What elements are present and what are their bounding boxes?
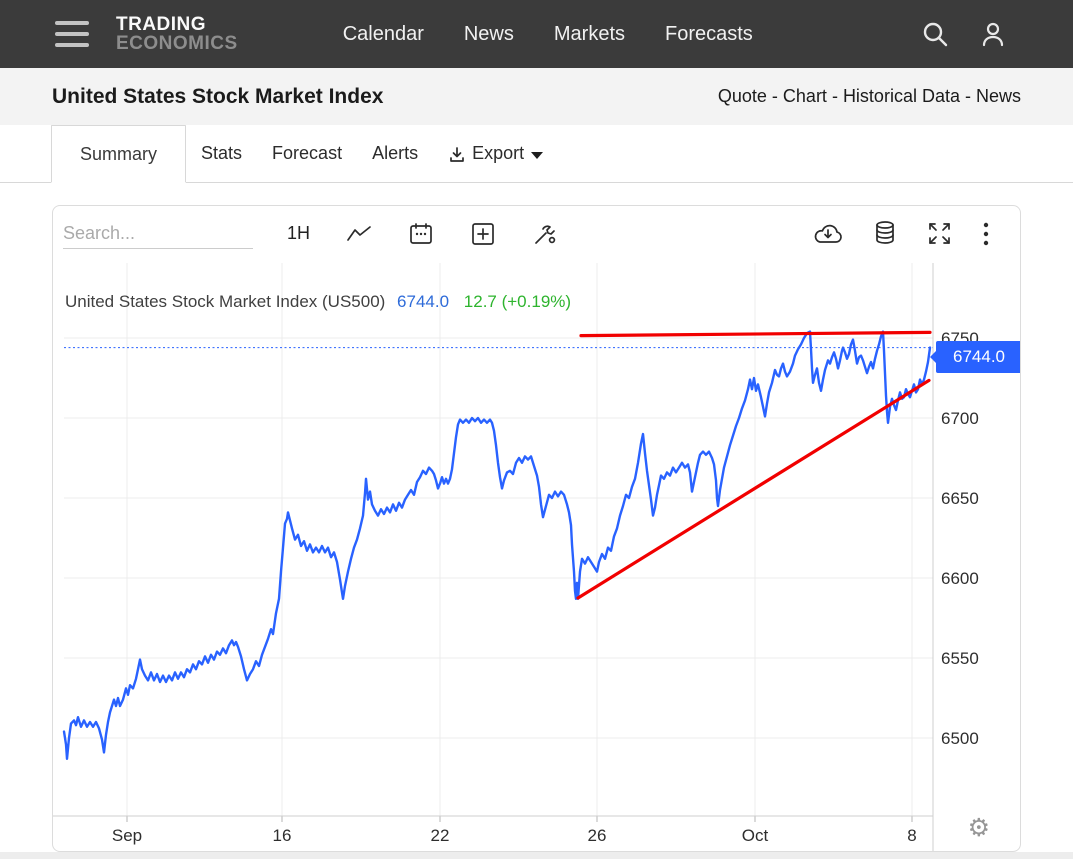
tab-forecast-label: Forecast bbox=[272, 143, 343, 163]
nav-item-forecasts[interactable]: Forecasts bbox=[665, 22, 753, 45]
link-chart[interactable]: Chart bbox=[782, 86, 827, 106]
link-historical-data[interactable]: Historical Data bbox=[842, 86, 960, 106]
link-quote[interactable]: Quote bbox=[717, 86, 767, 106]
chart-toolbar: 1H bbox=[53, 206, 1020, 261]
tab-forecast[interactable]: Forecast bbox=[257, 125, 358, 183]
nav-item-markets[interactable]: Markets bbox=[553, 22, 625, 45]
cloud-download-icon[interactable] bbox=[812, 222, 844, 246]
legend-change: 12.7 (+0.19%) bbox=[463, 292, 572, 311]
separator: - bbox=[766, 86, 783, 106]
trading-economics-logo[interactable]: TRADING ECONOMICS bbox=[116, 15, 238, 53]
tab-summary[interactable]: Summary bbox=[51, 125, 187, 183]
trendline-support[interactable] bbox=[576, 378, 931, 600]
symbol-search-input[interactable] bbox=[63, 218, 253, 249]
tab-stats[interactable]: Stats bbox=[186, 125, 258, 183]
y-axis-label: 6700 bbox=[941, 409, 979, 428]
trendline-resistance[interactable] bbox=[579, 330, 932, 338]
user-icon[interactable] bbox=[979, 20, 1007, 48]
calendar-icon[interactable] bbox=[408, 221, 434, 247]
chart-card: 1H bbox=[52, 205, 1021, 852]
navbar-icons bbox=[921, 20, 1007, 48]
nav-item-calendar[interactable]: Calendar bbox=[342, 22, 424, 45]
separator: - bbox=[959, 86, 976, 106]
top-navbar: TRADING ECONOMICS Calendar News Markets … bbox=[0, 0, 1073, 68]
page-bottom-strip bbox=[0, 852, 1073, 859]
tab-fill bbox=[558, 125, 1073, 183]
download-icon bbox=[450, 146, 464, 162]
tab-summary-label: Summary bbox=[80, 143, 158, 164]
tab-stats-label: Stats bbox=[201, 143, 243, 163]
page-title: United States Stock Market Index bbox=[52, 84, 384, 108]
tab-bar: Summary Stats Forecast Alerts Export bbox=[0, 125, 1073, 183]
tab-alerts[interactable]: Alerts bbox=[357, 125, 434, 183]
compare-plus-icon[interactable] bbox=[470, 221, 496, 247]
current-price-value: 6744.0 bbox=[953, 347, 1005, 366]
interval-button[interactable]: 1H bbox=[287, 223, 311, 243]
caret-down-icon bbox=[531, 151, 544, 159]
quote-nav: Quote - Chart - Historical Data - News bbox=[718, 86, 1021, 107]
price-series-line bbox=[62, 330, 932, 760]
export-button[interactable]: Export bbox=[433, 125, 559, 183]
export-label: Export bbox=[472, 143, 525, 163]
database-icon[interactable] bbox=[873, 220, 897, 247]
current-price-tag: 6744.0 bbox=[930, 341, 1020, 373]
chart-legend: United States Stock Market Index (US500)… bbox=[65, 292, 571, 312]
main-nav: Calendar News Markets Forecasts bbox=[343, 23, 753, 46]
tab-lead-spacer bbox=[0, 125, 51, 183]
y-axis-label: 6550 bbox=[941, 649, 979, 668]
x-axis-label: Sep bbox=[112, 826, 142, 845]
x-axis-label: 16 bbox=[273, 826, 292, 845]
chart-toolbar-right bbox=[812, 220, 990, 248]
legend-series-name: United States Stock Market Index (US500) bbox=[65, 292, 386, 311]
tools-wrench-icon[interactable] bbox=[532, 221, 558, 247]
logo-line2: ECONOMICS bbox=[116, 33, 238, 54]
kebab-menu-icon[interactable] bbox=[982, 220, 990, 248]
y-axis-label: 6650 bbox=[941, 489, 979, 508]
logo-line1: TRADING bbox=[116, 14, 207, 35]
y-axis-label: 6500 bbox=[941, 729, 979, 748]
hamburger-menu-icon[interactable] bbox=[55, 14, 89, 54]
x-axis-label: 22 bbox=[431, 826, 450, 845]
tab-alerts-label: Alerts bbox=[372, 143, 419, 163]
x-axis-label: 8 bbox=[907, 826, 916, 845]
fullscreen-icon[interactable] bbox=[926, 220, 953, 247]
x-axis-label: 26 bbox=[588, 826, 607, 845]
line-style-icon[interactable] bbox=[346, 224, 372, 244]
symbol-search bbox=[63, 218, 253, 249]
link-news[interactable]: News bbox=[975, 86, 1021, 106]
legend-last-price: 6744.0 bbox=[397, 292, 450, 311]
x-axis-label: Oct bbox=[742, 826, 769, 845]
page-title-bar: United States Stock Market Index Quote -… bbox=[0, 68, 1073, 125]
axis-settings-gear-icon[interactable]: ⚙ bbox=[967, 814, 990, 842]
nav-item-news[interactable]: News bbox=[463, 22, 514, 45]
y-axis-label: 6600 bbox=[941, 569, 979, 588]
search-icon[interactable] bbox=[921, 20, 949, 48]
separator: - bbox=[826, 86, 843, 106]
